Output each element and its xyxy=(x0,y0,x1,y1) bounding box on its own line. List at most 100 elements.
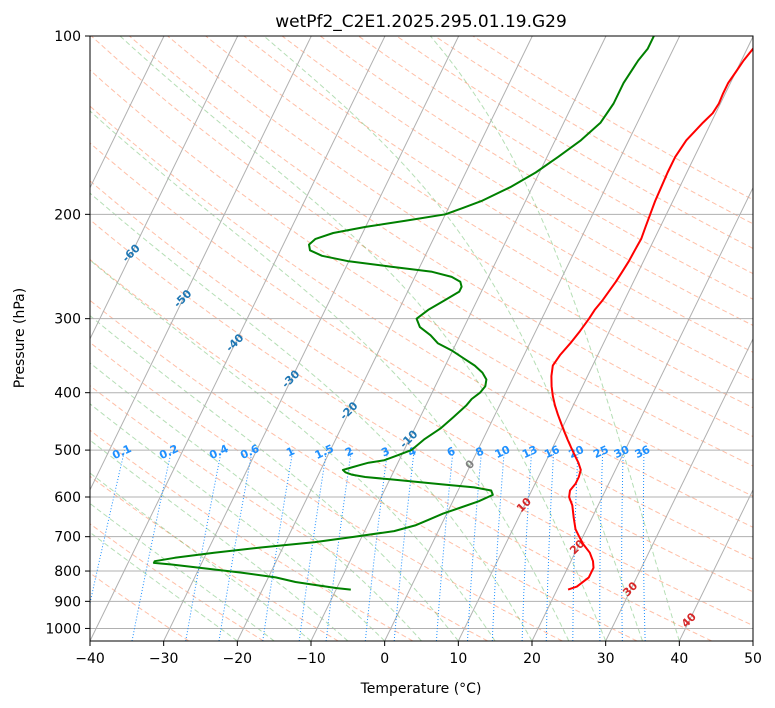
isotherm-line xyxy=(605,337,753,641)
moist-adiabat xyxy=(90,110,570,641)
dry-adiabat xyxy=(205,36,753,381)
moist-adiabat xyxy=(90,315,459,641)
mixing-ratio-label: 0.4 xyxy=(207,442,230,462)
x-tick-label: 40 xyxy=(670,651,688,667)
dry-adiabat xyxy=(243,36,753,353)
isotherm-line xyxy=(90,36,165,189)
isotherm-line xyxy=(90,36,239,340)
isotherm-line xyxy=(90,36,312,492)
isotherm-label: 30 xyxy=(620,579,640,599)
plot-frame xyxy=(89,35,754,642)
x-tick-label: 30 xyxy=(597,651,615,667)
y-tick-label: 500 xyxy=(54,443,81,459)
series-line-red xyxy=(550,47,753,591)
mixing-ratio-line xyxy=(572,450,579,641)
mixing-ratio-label: 36 xyxy=(633,443,653,461)
moist-adiabat xyxy=(90,362,422,641)
dry-adiabat xyxy=(90,475,339,641)
dry-adiabat xyxy=(396,36,753,250)
mixing-ratio-label: 30 xyxy=(612,443,632,461)
mixing-ratio-label: 0.2 xyxy=(157,442,180,462)
dry-adiabats xyxy=(90,36,753,641)
dry-adiabat xyxy=(167,36,753,409)
isotherm-line xyxy=(752,639,753,641)
plot-area: -100-90-80-70-60-50-40-30-20-10010203040… xyxy=(17,36,753,641)
dry-adiabat xyxy=(319,36,753,300)
isotherm-line xyxy=(678,488,753,641)
mixing-ratio-label: 0.1 xyxy=(110,442,133,462)
isotherm-line xyxy=(163,36,460,641)
mixing-ratio-label: 25 xyxy=(591,443,610,461)
mixing-ratio-line xyxy=(325,450,352,641)
x-tick-label: 50 xyxy=(744,651,762,667)
moist-adiabat xyxy=(430,36,680,641)
dry-adiabat xyxy=(90,105,753,528)
dry-adiabat xyxy=(90,180,753,593)
isotherm-gridlines xyxy=(90,36,753,641)
y-tick-label: 1000 xyxy=(45,621,81,637)
mixing-ratio-label: 13 xyxy=(520,443,539,461)
isotherm-line xyxy=(236,36,533,641)
y-tick-label: 700 xyxy=(54,530,81,546)
mixing-ratio-label: 8 xyxy=(474,445,486,460)
mixing-ratio-line xyxy=(435,450,454,641)
moist-adiabat xyxy=(90,192,533,641)
y-axis-ticks: 100 200 300 400 500 600 700 800 900 1000 xyxy=(45,29,90,637)
moist-adiabat xyxy=(90,259,496,641)
mixing-ratio-line xyxy=(521,450,533,641)
x-tick-label: 10 xyxy=(449,651,467,667)
mixing-ratio-label: 16 xyxy=(542,443,562,461)
x-tick-label: −40 xyxy=(75,651,105,667)
y-tick-label: 600 xyxy=(54,490,81,506)
mixing-ratio-label: 2 xyxy=(343,445,355,460)
mixing-ratio-line xyxy=(131,449,172,641)
y-tick-label: 200 xyxy=(54,207,81,223)
dry-adiabat xyxy=(90,69,753,497)
x-axis-ticks: −40 −30 −20 −10 0 10 20 30 40 50 xyxy=(75,641,762,667)
mixing-ratio-line xyxy=(642,450,646,641)
mixing-ratio-line xyxy=(599,450,604,641)
mixing-ratio-lines xyxy=(90,449,646,641)
isotherm-label: -30 xyxy=(279,367,302,390)
mixing-ratio-line xyxy=(90,449,126,606)
mixing-ratio-line xyxy=(491,450,505,641)
y-tick-label: 400 xyxy=(54,386,81,402)
chart-title: wetPf2_C2E1.2025.295.01.19.G29 xyxy=(275,12,567,32)
moist-adiabat xyxy=(90,403,386,641)
dry-adiabat xyxy=(129,36,753,438)
mixing-ratio-line xyxy=(393,450,415,641)
dry-adiabat xyxy=(90,142,753,560)
dry-adiabat xyxy=(90,429,414,641)
mixing-ratio-line xyxy=(364,450,389,641)
x-tick-label: −20 xyxy=(223,651,253,667)
dry-adiabat xyxy=(90,258,712,641)
dry-adiabat xyxy=(90,36,753,467)
y-axis-label: Pressure (hPa) xyxy=(12,288,28,388)
isotherm-line xyxy=(457,36,753,641)
x-tick-label: −10 xyxy=(296,651,326,667)
isotherm-label: -60 xyxy=(120,241,143,264)
dry-adiabat xyxy=(90,219,753,627)
mixing-ratio-line xyxy=(621,450,624,641)
x-tick-label: 0 xyxy=(380,651,389,667)
isotherm-label: -80 xyxy=(17,149,40,172)
dry-adiabat xyxy=(90,299,638,641)
moist-adiabat xyxy=(90,439,349,641)
y-tick-label: 900 xyxy=(54,594,81,610)
dry-adiabat xyxy=(472,36,753,201)
y-tick-label: 800 xyxy=(54,564,81,580)
series-line-green xyxy=(152,36,655,591)
mixing-ratio-label: 10 xyxy=(493,443,513,461)
y-tick-label: 300 xyxy=(54,312,81,328)
moist-adiabat xyxy=(263,36,643,641)
mixing-ratio-label: 1 xyxy=(284,445,296,460)
isotherm-label: 0 xyxy=(463,457,478,472)
mixing-ratio-line xyxy=(218,450,253,641)
x-tick-label: −30 xyxy=(149,651,179,667)
dry-adiabat xyxy=(90,572,190,641)
isotherm-line xyxy=(384,36,681,641)
moist-adiabat xyxy=(119,36,607,641)
isotherm-label: 10 xyxy=(514,495,534,515)
